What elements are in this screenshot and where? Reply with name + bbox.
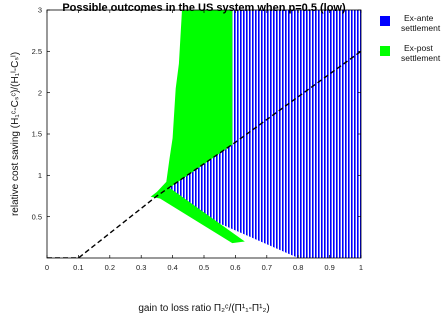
x-tick-label: 0.4 xyxy=(167,263,177,272)
legend-label-ex-ante: Ex-ante settlement xyxy=(401,13,441,33)
x-tick-label: 0 xyxy=(45,263,49,272)
x-tick-label: 0.7 xyxy=(262,263,272,272)
x-tick-label: 0.1 xyxy=(73,263,83,272)
y-tick-label: 2.5 xyxy=(32,47,42,56)
y-tick-label: 1 xyxy=(38,171,42,180)
y-ticks: 0.5 1 1.5 2 2.5 3 xyxy=(32,6,361,221)
region-ex-post-settlement xyxy=(150,10,245,244)
x-tick-label: 0.6 xyxy=(230,263,240,272)
chart-title: Possible outcomes in the US system when … xyxy=(62,2,346,14)
legend: Ex-ante settlement Ex-post settlement xyxy=(380,13,441,63)
y-tick-label: 0.5 xyxy=(32,212,42,221)
y-tick-label: 2 xyxy=(38,88,42,97)
x-tick-label: 0.3 xyxy=(136,263,146,272)
x-tick-label: 0.9 xyxy=(324,263,334,272)
dashed-threshold-line xyxy=(47,50,361,258)
regions-layer xyxy=(150,10,361,258)
x-tick-label: 1 xyxy=(359,263,363,272)
x-ticks: 0 0.1 0.2 0.3 0.4 0.5 0.6 0.7 0.8 0.9 1 xyxy=(45,10,363,272)
x-axis-label: gain to loss ratio Π₂ᶜ/(Π¹₁-Π¹₂) xyxy=(138,303,269,314)
y-axis-label: relative cost saving (H₁ᶜ-Cₛᶜ)/(H₁ᴵ-Cₛᴵ) xyxy=(10,52,21,216)
dashed-line-layer xyxy=(47,50,361,258)
x-tick-label: 0.8 xyxy=(293,263,303,272)
y-tick-label: 1.5 xyxy=(32,130,42,139)
legend-swatch-ex-ante xyxy=(380,16,390,26)
x-tick-label: 0.5 xyxy=(199,263,209,272)
region-ex-ante-settlement xyxy=(156,10,361,258)
y-tick-label: 3 xyxy=(38,6,42,15)
legend-swatch-ex-post xyxy=(380,46,390,56)
x-tick-label: 0.2 xyxy=(105,263,115,272)
legend-label-ex-post: Ex-post settlement xyxy=(401,43,441,63)
